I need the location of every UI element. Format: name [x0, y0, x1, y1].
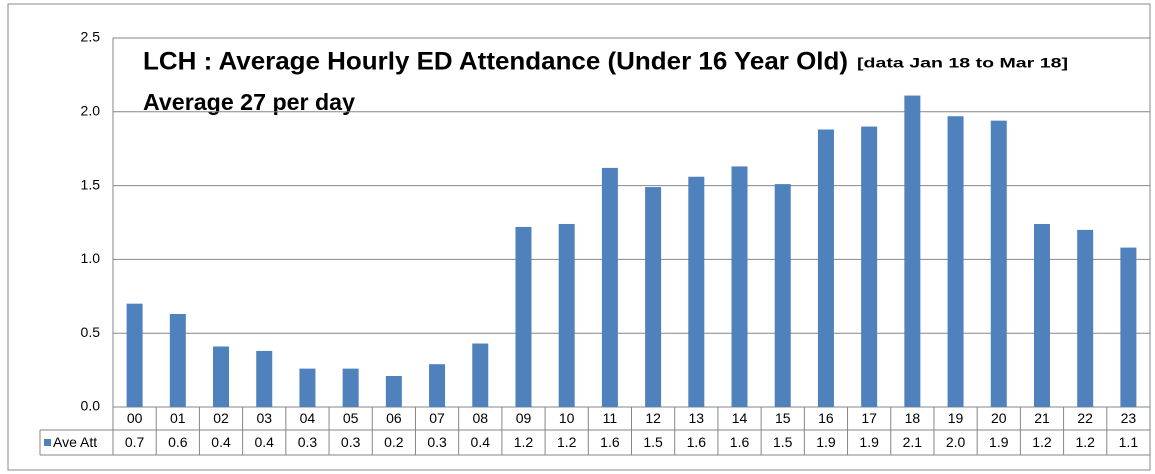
x-tick-label: 20 [991, 410, 1007, 426]
x-tick-label: 14 [732, 410, 748, 426]
bar [731, 166, 748, 407]
bar [817, 129, 834, 407]
value-label: 0.7 [125, 434, 145, 450]
x-tick-label: 08 [472, 410, 488, 426]
value-label: 1.9 [989, 434, 1009, 450]
legend-swatch [44, 439, 51, 446]
bar [472, 343, 489, 407]
bar [904, 95, 921, 408]
bar [342, 368, 359, 407]
value-label: 1.2 [557, 434, 577, 450]
bar [990, 120, 1007, 407]
x-tick-label: 21 [1034, 410, 1050, 426]
bar [1077, 229, 1094, 407]
value-label: 2.1 [903, 434, 923, 450]
value-label: 1.6 [600, 434, 620, 450]
bar [774, 184, 791, 407]
value-label: 1.9 [859, 434, 879, 450]
bar [429, 364, 446, 407]
x-tick-label: 10 [559, 410, 575, 426]
value-label: 1.5 [643, 434, 663, 450]
x-tick-label: 00 [127, 410, 143, 426]
bar [645, 187, 662, 407]
x-tick-label: 02 [213, 410, 229, 426]
value-label: 1.5 [773, 434, 793, 450]
x-tick-label: 09 [516, 410, 532, 426]
x-tick-label: 13 [689, 410, 705, 426]
value-label: 0.4 [254, 434, 274, 450]
bar [299, 368, 316, 407]
chart-title: LCH : Average Hourly ED Attendance (Unde… [143, 48, 848, 76]
value-label: 2.0 [946, 434, 966, 450]
x-tick-label: 04 [300, 410, 316, 426]
x-tick-label: 15 [775, 410, 791, 426]
bar [256, 350, 273, 407]
bar [385, 376, 402, 407]
x-tick-label: 01 [170, 410, 186, 426]
x-tick-label: 11 [603, 410, 618, 426]
value-label: 1.2 [1075, 434, 1095, 450]
x-tick-label: 18 [905, 410, 921, 426]
value-label: 0.4 [211, 434, 231, 450]
x-tick-label: 22 [1077, 410, 1093, 426]
value-label: 0.3 [341, 434, 361, 450]
bar [515, 226, 532, 407]
value-label: 1.6 [687, 434, 707, 450]
title-note: [data Jan 18 to Mar 18] [857, 55, 1068, 71]
chart-subtitle: Average 27 per day [143, 89, 355, 115]
bar [558, 223, 575, 407]
x-tick-label: 23 [1121, 410, 1137, 426]
x-tick-label: 07 [429, 410, 445, 426]
x-tick-label: 19 [948, 410, 964, 426]
bar [947, 116, 964, 407]
bar [1033, 223, 1050, 407]
chart-border [7, 3, 1151, 471]
value-label: 1.9 [816, 434, 836, 450]
y-tick-label: 1.0 [81, 250, 101, 266]
bar [126, 303, 143, 407]
bar [688, 176, 705, 407]
value-label: 0.6 [168, 434, 188, 450]
y-tick-label: 0.5 [81, 324, 101, 340]
bar [169, 314, 186, 407]
value-label: 0.4 [471, 434, 491, 450]
value-label: 1.1 [1119, 434, 1139, 450]
y-tick-label: 2.0 [81, 103, 101, 119]
value-label: 0.2 [384, 434, 404, 450]
bar [861, 126, 878, 407]
bar [1120, 247, 1137, 407]
value-label: 1.2 [514, 434, 534, 450]
x-tick-label: 12 [645, 410, 661, 426]
x-tick-label: 17 [861, 410, 877, 426]
value-label: 0.3 [298, 434, 318, 450]
x-tick-label: 05 [343, 410, 359, 426]
value-label: 1.6 [730, 434, 750, 450]
x-tick-label: 06 [386, 410, 402, 426]
value-label: 0.3 [427, 434, 447, 450]
value-label: 1.2 [1032, 434, 1052, 450]
bar [213, 346, 230, 407]
x-tick-label: 16 [818, 410, 834, 426]
x-tick-label: 03 [256, 410, 272, 426]
y-tick-label: 1.5 [81, 176, 101, 192]
y-tick-label: 0.0 [81, 398, 101, 414]
y-tick-label: 2.5 [81, 29, 101, 45]
bar [601, 167, 618, 407]
legend-label: Ave Att [53, 434, 97, 450]
